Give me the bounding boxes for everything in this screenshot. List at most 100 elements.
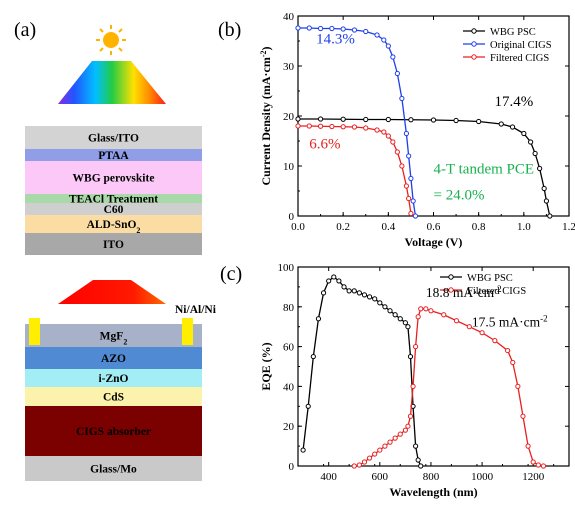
layer-c60 <box>25 203 202 215</box>
data-point <box>382 443 388 449</box>
data-point <box>320 290 327 296</box>
legend-marker <box>471 28 477 34</box>
data-point <box>356 290 362 296</box>
x-tick-label: 0.8 <box>472 221 486 233</box>
eqe-chart: 400 600 800 1000 1200 0 20 40 60 80 100 Wavelength … <box>259 262 570 499</box>
layer-label: C60 <box>104 204 124 216</box>
data-point <box>374 32 380 38</box>
data-point <box>453 318 460 324</box>
annotation: 14.3% <box>316 32 355 48</box>
x-tick-label: 1000 <box>471 471 494 483</box>
data-point <box>361 459 368 465</box>
data-point <box>346 288 352 294</box>
data-point <box>306 25 312 31</box>
x-axis-title: Voltage (V) <box>405 235 463 249</box>
data-point <box>528 139 534 145</box>
layer-label: PTAA <box>98 150 129 162</box>
data-point <box>525 443 531 449</box>
layer-i-zno <box>25 369 202 387</box>
data-point <box>394 149 400 155</box>
data-point <box>366 455 373 461</box>
data-point <box>410 198 416 204</box>
series-line-filtered-cigs <box>354 308 544 467</box>
y-tick-label: 10 <box>283 161 295 173</box>
data-point <box>405 423 411 429</box>
data-point <box>331 274 337 280</box>
legend-entry: Filtered CIGS <box>467 286 526 297</box>
data-point <box>351 463 357 469</box>
data-point <box>306 123 312 129</box>
x-axis-title: Wavelength (nm) <box>389 485 477 499</box>
data-point <box>408 210 414 217</box>
data-point <box>397 316 403 322</box>
legend-entry: WBG PSC <box>490 27 536 38</box>
data-point <box>340 116 346 122</box>
data-point <box>407 413 414 419</box>
data-point <box>407 353 414 360</box>
data-point <box>363 28 369 35</box>
data-point <box>541 185 547 192</box>
layer-wbg-perovskite <box>25 161 202 194</box>
data-point <box>366 294 373 300</box>
x-tick-label: 0.2 <box>336 221 350 233</box>
jv-chart: 0.0 0.2 0.4 0.6 0.8 1.0 1.2 0 10 20 30 40 Voltage (V… <box>259 11 575 249</box>
legend-marker <box>471 41 477 47</box>
panel-label-a: (a) <box>14 19 36 41</box>
data-point <box>402 320 408 326</box>
data-point <box>390 54 396 60</box>
layer-label: i-ZnO <box>98 373 128 385</box>
panel-label-c: (c) <box>220 263 242 285</box>
data-point <box>351 124 358 130</box>
data-point <box>453 117 459 124</box>
data-point <box>543 198 550 204</box>
data-point <box>385 116 391 123</box>
data-point <box>402 427 408 433</box>
data-point <box>530 459 536 465</box>
data-point <box>326 278 332 284</box>
annotation: = 24.0% <box>434 188 485 204</box>
data-point <box>498 121 504 127</box>
legend-marker <box>448 274 454 280</box>
layer-label: Glass/Mo <box>90 464 137 476</box>
data-point <box>403 130 409 137</box>
layer-label: ALD-SnO2 <box>87 219 141 235</box>
data-point <box>340 124 346 130</box>
data-point <box>408 117 414 123</box>
data-point <box>423 306 429 312</box>
data-point <box>356 462 362 468</box>
data-point <box>505 347 511 354</box>
perovskite-layer-stack: Glass/ITO PTAA WBG perovskite TEACl Treatme… <box>25 126 202 255</box>
layer-label: CdS <box>103 392 124 404</box>
x-tick-label: 1.0 <box>517 221 531 233</box>
legend-entry: Filtered CIGS <box>490 53 549 64</box>
y-tick-label: 60 <box>283 342 295 354</box>
data-point <box>537 165 543 172</box>
data-point <box>390 139 396 145</box>
x-tick-label: 0.4 <box>381 221 395 233</box>
data-point <box>406 195 412 202</box>
x-tick-label: 400 <box>320 471 337 483</box>
y-tick-label: 30 <box>283 61 295 73</box>
data-point <box>381 129 387 135</box>
x-tick-label: 0.6 <box>427 221 441 233</box>
data-point <box>385 43 391 49</box>
data-point <box>406 153 412 159</box>
data-point <box>394 70 400 77</box>
y-tick-label: 100 <box>278 262 295 274</box>
layer-label: CIGS absorber <box>76 426 151 438</box>
legend-marker <box>471 54 477 60</box>
layer-label: ITO <box>103 239 124 251</box>
data-point <box>315 316 322 322</box>
layer-mgf <box>25 324 202 347</box>
data-point <box>415 457 421 463</box>
data-point <box>405 324 411 330</box>
layer-ito <box>25 233 202 255</box>
x-tick-label: 1200 <box>522 471 545 483</box>
data-point <box>329 25 335 32</box>
annotation: 17.4% <box>494 94 533 110</box>
data-point <box>317 116 324 122</box>
layer-label: MgF2 <box>100 331 128 347</box>
layer-cigs-absorber <box>25 406 202 456</box>
data-point <box>430 117 437 123</box>
